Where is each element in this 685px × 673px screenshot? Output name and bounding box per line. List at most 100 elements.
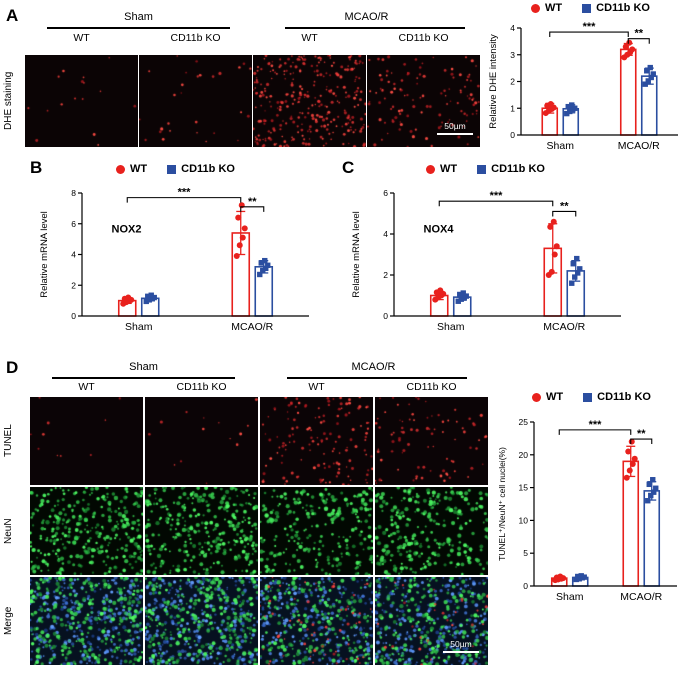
row-label-dhe-staining: DHE staining [3, 71, 14, 131]
micro-image-neun-sham-ko [145, 487, 258, 575]
legend-panel-a: WT CD11b KO [498, 2, 683, 14]
svg-text:5: 5 [523, 548, 528, 558]
legend-item-wt: WT [116, 163, 147, 175]
legend-item-wt: WT [426, 163, 457, 175]
svg-text:Relative mRNA level: Relative mRNA level [39, 211, 50, 298]
svg-text:4: 4 [71, 250, 76, 260]
col-label-ko: CD11b KO [406, 381, 457, 393]
legend-ko-label: CD11b KO [596, 2, 650, 14]
chart-tunel-nuclei: 0 5 10 15 20 25 Sham MCAO/R TUNEL⁺/NeuN⁺ cell nu… [496, 408, 685, 608]
svg-text:Relative mRNA level: Relative mRNA level [351, 211, 362, 298]
svg-text:2: 2 [383, 270, 388, 280]
header-underline [47, 27, 230, 29]
svg-text:10: 10 [519, 515, 529, 525]
svg-text:1: 1 [510, 103, 515, 113]
micro-image-dhe-sham-wt [25, 55, 138, 147]
svg-text:NOX4: NOX4 [424, 223, 455, 235]
chart-nox4-mrna: 0 2 4 6 Sham MCAO/R Relative mRNA level NOX4 ***… [350, 181, 637, 338]
svg-text:**: ** [560, 200, 569, 212]
micro-image-tunel-mcaor-ko [375, 397, 488, 485]
micro-image-merge-sham-wt [30, 577, 143, 665]
header-underline [52, 377, 235, 379]
legend-item-ko: CD11b KO [582, 2, 650, 14]
legend-wt-label: WT [440, 163, 458, 175]
svg-text:***: *** [583, 21, 597, 33]
svg-text:0: 0 [71, 311, 76, 321]
svg-text:0: 0 [383, 311, 388, 321]
legend-ko-label: CD11b KO [181, 163, 235, 175]
svg-text:Relative DHE intensity: Relative DHE intensity [488, 34, 499, 129]
ko-marker-icon [583, 392, 593, 402]
micro-image-dhe-mcaor-ko [367, 55, 480, 147]
group-header-mcaor: MCAO/R [344, 11, 389, 23]
group-header-mcaor: MCAO/R [351, 361, 396, 373]
micro-image-dhe-mcaor-wt [253, 55, 366, 147]
micro-image-neun-mcaor-ko [375, 487, 488, 575]
svg-text:Sham: Sham [125, 321, 153, 333]
svg-text:0: 0 [510, 130, 515, 140]
col-label-ko: CD11b KO [176, 381, 227, 393]
col-label-ko: CD11b KO [170, 32, 221, 44]
col-label-ko: CD11b KO [398, 32, 449, 44]
svg-text:Sham: Sham [556, 591, 584, 603]
ko-marker-icon [167, 164, 177, 174]
micro-image-neun-mcaor-wt [260, 487, 373, 575]
col-label-wt: WT [301, 32, 318, 44]
wt-marker-icon [531, 3, 541, 13]
svg-text:MCAO/R: MCAO/R [543, 321, 585, 333]
legend-item-wt: WT [531, 2, 562, 14]
legend-ko-label: CD11b KO [597, 391, 651, 403]
svg-text:TUNEL⁺/NeuN⁺ cell nuclei(%): TUNEL⁺/NeuN⁺ cell nuclei(%) [497, 447, 507, 561]
micro-image-merge-sham-ko [145, 577, 258, 665]
svg-text:8: 8 [71, 188, 76, 198]
panel-d-label: D [6, 358, 19, 377]
svg-text:***: *** [589, 419, 603, 431]
svg-text:20: 20 [519, 450, 529, 460]
legend-ko-label: CD11b KO [491, 163, 545, 175]
row-label-neun: NeuN [3, 518, 14, 544]
svg-text:2: 2 [510, 77, 515, 87]
panel-c-label: C [342, 158, 355, 177]
scale-bar: 50µm [443, 640, 479, 653]
svg-text:Sham: Sham [547, 140, 575, 152]
micro-image-neun-sham-wt [30, 487, 143, 575]
svg-text:MCAO/R: MCAO/R [618, 140, 660, 152]
svg-text:MCAO/R: MCAO/R [231, 321, 273, 333]
scale-bar: 50µm [437, 122, 473, 135]
svg-text:MCAO/R: MCAO/R [620, 591, 662, 603]
legend-panel-c: WT CD11b KO [398, 163, 573, 175]
micro-image-tunel-sham-ko [145, 397, 258, 485]
svg-text:15: 15 [519, 483, 529, 493]
micro-image-tunel-sham-wt [30, 397, 143, 485]
header-underline [287, 377, 467, 379]
micro-image-dhe-sham-ko [139, 55, 252, 147]
micro-image-merge-mcaor-ko [375, 577, 488, 665]
legend-wt-label: WT [130, 163, 148, 175]
chart-nox2-mrna: 0 2 4 6 8 Sham MCAO/R Relative mRNA level NOX2 **… [38, 181, 325, 338]
svg-text:***: *** [490, 190, 504, 202]
wt-marker-icon [532, 392, 542, 402]
legend-item-ko: CD11b KO [477, 163, 545, 175]
svg-text:0: 0 [523, 581, 528, 591]
panel-b-label: B [30, 158, 43, 177]
micro-image-tunel-mcaor-wt [260, 397, 373, 485]
svg-text:**: ** [248, 196, 257, 208]
svg-text:2: 2 [71, 280, 76, 290]
row-label-tunel: TUNEL [3, 424, 14, 458]
legend-panel-b: WT CD11b KO [88, 163, 263, 175]
scale-bar-label: 50µm [444, 121, 466, 131]
col-label-wt: WT [78, 381, 95, 393]
row-label-merge: Merge [3, 606, 14, 636]
group-header-sham: Sham [124, 11, 153, 23]
svg-text:4: 4 [510, 23, 515, 33]
svg-text:***: *** [178, 187, 192, 199]
svg-text:6: 6 [71, 219, 76, 229]
scale-bar-label: 50µm [450, 639, 472, 649]
svg-text:25: 25 [519, 417, 529, 427]
scale-bar-line [437, 132, 473, 135]
svg-text:**: ** [637, 428, 646, 440]
scale-bar-line [443, 650, 479, 653]
ko-marker-icon [477, 164, 487, 174]
col-label-wt: WT [73, 32, 90, 44]
legend-item-ko: CD11b KO [167, 163, 235, 175]
